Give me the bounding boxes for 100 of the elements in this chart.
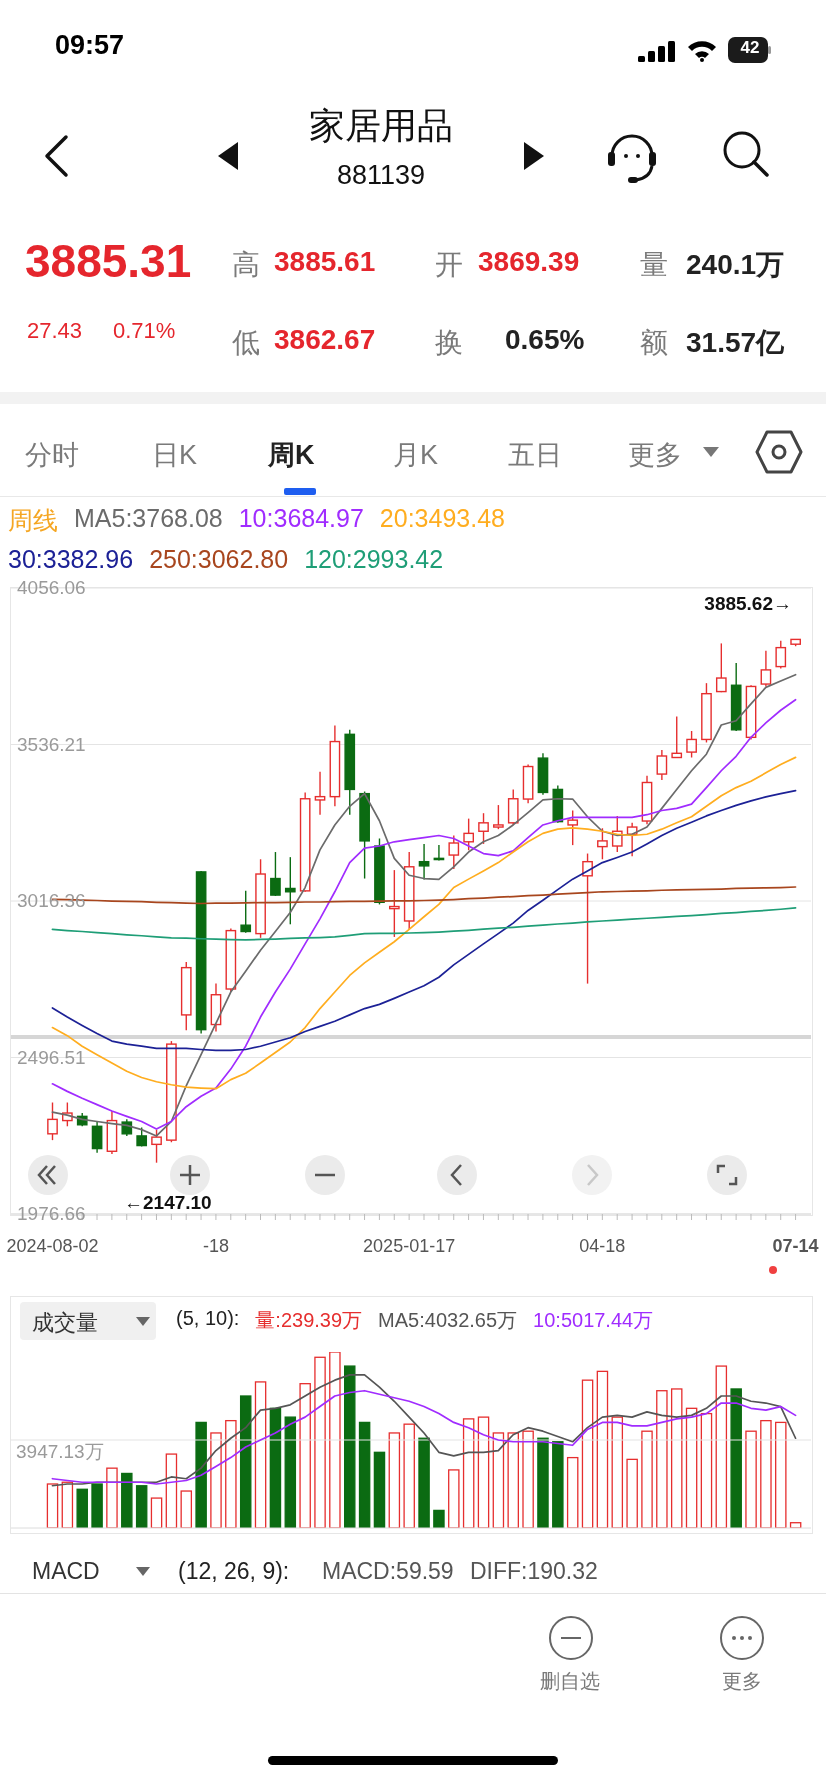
bar (433, 1509, 445, 1528)
candlestick (686, 730, 697, 759)
text: MACD:59.59 (322, 1558, 454, 1585)
candlestick (314, 770, 326, 816)
text: 更多 (628, 439, 682, 472)
text: (12, 26, 9): (178, 1558, 290, 1585)
text: 周K (268, 439, 315, 472)
text: DIFF:190.32 (470, 1558, 598, 1585)
bar (46, 1483, 59, 1528)
text: 250:3062.80 (149, 545, 289, 574)
text: 3869.39 (478, 246, 580, 278)
bar (76, 1488, 88, 1528)
candlestick (240, 890, 252, 934)
y-tick-label: 3016.36 (17, 890, 86, 911)
text: 删自选 (539, 1669, 601, 1694)
text: 0.65% (505, 324, 585, 356)
candlestick (760, 649, 772, 688)
text: 月K (393, 439, 439, 472)
text: 换 (435, 326, 463, 360)
chart-title: 家居用品 (308, 104, 454, 148)
candlestick (775, 640, 787, 670)
bar (121, 1472, 133, 1528)
bar (418, 1437, 430, 1528)
candlestick (448, 834, 460, 870)
bar (358, 1421, 371, 1528)
x-tick-label: 2025-01-17 (363, 1236, 456, 1256)
candlestick (284, 856, 296, 925)
candlestick (463, 817, 475, 851)
line-series (51, 907, 797, 941)
bar (730, 1388, 742, 1528)
candlestick (715, 642, 727, 693)
bar (329, 1352, 341, 1528)
bar (775, 1421, 787, 1528)
bar (552, 1441, 564, 1528)
text: 30:3382.96 (8, 545, 134, 574)
text: 日K (152, 439, 198, 472)
bar (448, 1469, 460, 1528)
bar (225, 1419, 237, 1528)
bar (165, 1453, 178, 1528)
text: 3862.67 (274, 324, 376, 356)
bar (611, 1416, 624, 1528)
bar (210, 1432, 222, 1528)
bar (180, 1490, 193, 1528)
bar (581, 1379, 594, 1528)
text: 高 (232, 248, 260, 282)
text: 10:5017.44万 (533, 1308, 654, 1333)
candlestick (478, 812, 489, 845)
candlestick (567, 809, 579, 846)
bar (670, 1388, 683, 1528)
text: 42 (739, 38, 761, 58)
bar (492, 1432, 505, 1528)
bar (195, 1421, 207, 1528)
text: 27.43 (27, 318, 83, 344)
x-tick-label: 07-14 (772, 1236, 819, 1256)
bar (269, 1407, 282, 1528)
bar (462, 1418, 475, 1528)
bar (596, 1370, 609, 1528)
bar (284, 1416, 297, 1528)
y-tick-label: 1976.66 (17, 1203, 86, 1224)
bar (745, 1430, 757, 1528)
bar (254, 1381, 267, 1528)
chart-subtitle: 881139 (335, 160, 427, 191)
annotation: 3885.62→ (704, 593, 792, 615)
text: 五日 (508, 439, 562, 472)
text: 量 (640, 248, 668, 282)
text: 20:3493.48 (379, 504, 505, 534)
bar (299, 1383, 311, 1528)
candlestick (493, 804, 504, 830)
text: 120:2993.42 (304, 545, 444, 574)
bar (91, 1483, 103, 1528)
bar (477, 1416, 490, 1528)
text: 低 (232, 326, 260, 360)
annotation: ←2147.10 (124, 1192, 212, 1214)
text: 开 (435, 248, 463, 282)
ref-line-label: 3947.13万 (16, 1441, 104, 1463)
bar (656, 1390, 668, 1528)
text: 0.71% (113, 318, 176, 344)
text: 3885.31 (25, 234, 192, 288)
bar (388, 1432, 401, 1528)
text: 额 (640, 326, 668, 360)
candlestick (582, 852, 593, 985)
series-label: 量:239.39万 (255, 1308, 363, 1333)
candlestick (270, 851, 281, 897)
bar (700, 1412, 713, 1528)
bar (314, 1356, 326, 1528)
candlestick (656, 749, 668, 781)
bar (403, 1423, 415, 1528)
x-tick-label: -18 (202, 1236, 229, 1256)
text: 09:57 (55, 30, 125, 61)
candlestick (151, 1128, 162, 1164)
text: 10:3684.97 (238, 504, 364, 534)
text: 31.57亿 (686, 326, 785, 360)
y-tick-label: 2496.51 (17, 1046, 86, 1068)
bar (373, 1451, 386, 1528)
bar (507, 1432, 519, 1528)
bar (106, 1467, 118, 1528)
legend-title: 周线 (8, 505, 58, 536)
bar (685, 1407, 698, 1528)
x-tick-label: 2024-08-02 (6, 1236, 99, 1256)
text: MA5:4032.65万 (378, 1308, 518, 1333)
